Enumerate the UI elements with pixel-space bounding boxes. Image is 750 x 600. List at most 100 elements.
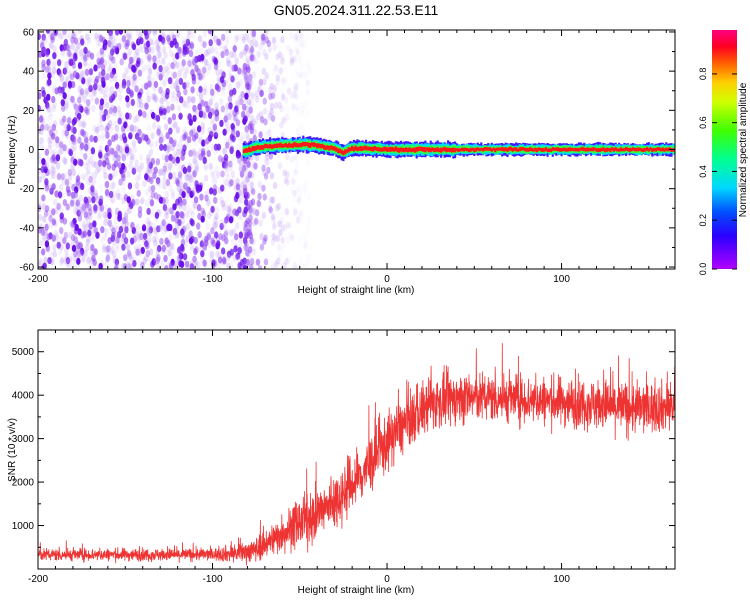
spectrogram-cell [131,80,136,88]
spectrogram-cell [84,87,90,95]
spectrogram-cell [213,56,218,65]
spectrogram-cell [108,220,113,228]
spectrogram-cell [64,129,69,137]
spectrogram-cell [271,216,276,224]
spectrogram-cell [232,109,237,117]
spectrogram-cell [159,135,165,143]
spectrogram-cell [297,194,303,202]
spectrogram-cell [87,264,92,269]
spectrogram-cell [199,47,204,56]
spectrogram-cell [107,219,112,227]
spectrogram-cell [211,239,216,247]
spectrogram-cell [197,35,203,43]
spectrogram-cell [73,31,78,39]
spectrogram-cell [107,119,113,127]
spectrogram-cell [280,105,285,113]
spectrogram-cell [215,171,221,179]
spectrogram-cell [114,258,120,266]
spectrogram-cell [148,149,154,157]
spectrogram-cell [127,263,132,269]
spectrogram-cell [276,243,282,251]
spectrogram-cell [93,248,98,256]
spectrogram-cell [108,36,114,44]
spectrogram-cell [215,185,220,193]
spectrogram-cell [82,121,87,129]
spectrogram-cell [246,36,251,44]
spectrogram-cell [167,117,172,125]
spectrogram-cell [70,156,75,164]
spectrogram-cell [265,73,270,82]
spectrogram-cell [190,31,196,39]
spectrogram-cell [272,89,277,98]
spectrogram-cell [63,157,68,165]
spectrogram-cell [82,54,88,62]
spectrogram-cell [105,73,110,81]
spectrogram-cell [220,87,225,96]
spectrogram-cell [71,31,76,40]
spectrogram-cell [303,240,308,248]
spectrogram-cell [170,144,175,152]
spectrogram-cell [302,70,308,78]
spectrogram-cell [289,54,295,62]
spectrogram-cell [213,177,218,185]
spectrogram-cell [127,34,132,42]
spectrogram-cell [245,133,251,141]
spectrogram-cell [247,213,252,221]
spectrogram-cell [242,259,248,268]
spectrogram-cell [294,30,300,36]
spectrogram-cell [256,199,261,208]
spectrogram-cell [127,163,132,171]
spectrogram-cell [174,84,179,92]
spectrogram-cell [90,75,96,84]
spectrogram-cell [65,203,70,211]
spectrogram-cell [130,221,135,230]
spectrogram-cell [197,103,202,111]
spectrogram-cell [289,32,294,40]
spectrogram-cell [56,68,62,76]
spectrogram-cell [139,197,144,206]
spectrogram-cell [166,145,171,153]
spectrogram-cell [52,52,57,60]
spectrogram-cell [41,248,46,256]
spectrogram-cell [216,74,221,83]
spectrogram-cell [65,50,71,58]
spectrogram-cell [214,165,219,173]
spectrogram-cell [217,251,222,259]
spectrogram-cell [70,145,75,153]
spectrogram-cell [67,49,72,58]
spectrogram-cell [270,196,275,204]
y-tick-label: 20 [23,106,35,117]
spectrogram-cell [59,212,64,220]
spectrogram-cell [78,194,84,202]
spectrogram-cell [44,178,49,186]
spectrogram-cell [144,200,150,208]
spectrogram-cell [97,199,103,207]
spectrogram-cell [198,85,203,94]
spectrogram-cell [44,65,50,73]
x-tick-label: -100 [203,274,223,285]
spectrogram-cell [121,130,126,138]
spectrogram-cell [120,171,126,179]
spectrogram-cell [242,257,247,265]
spectrogram-cell [73,236,79,244]
spectrogram-cell [184,191,190,199]
spectrogram-cell [266,208,271,216]
spectrogram-cell [216,143,221,151]
spectrogram-cell [93,206,98,214]
spectrogram-cell [110,104,115,112]
spectrogram-cell [48,141,53,149]
spectrogram-cell [68,58,74,67]
spectrogram-cell [154,211,160,219]
spectrogram-cell [151,77,156,85]
spectrogram-cell [51,105,57,113]
spectrogram-cell [134,159,139,167]
spectrogram-cell [141,224,147,232]
spectrogram-cell [96,84,102,92]
spectrogram-cell [122,238,128,246]
spectrogram-cell [98,211,103,219]
spectrogram-cell [153,95,158,103]
spectrogram-cell [80,38,85,46]
spectrogram-cell [184,181,189,189]
spectrogram-cell [145,157,150,165]
spectrogram-cell [107,139,112,147]
